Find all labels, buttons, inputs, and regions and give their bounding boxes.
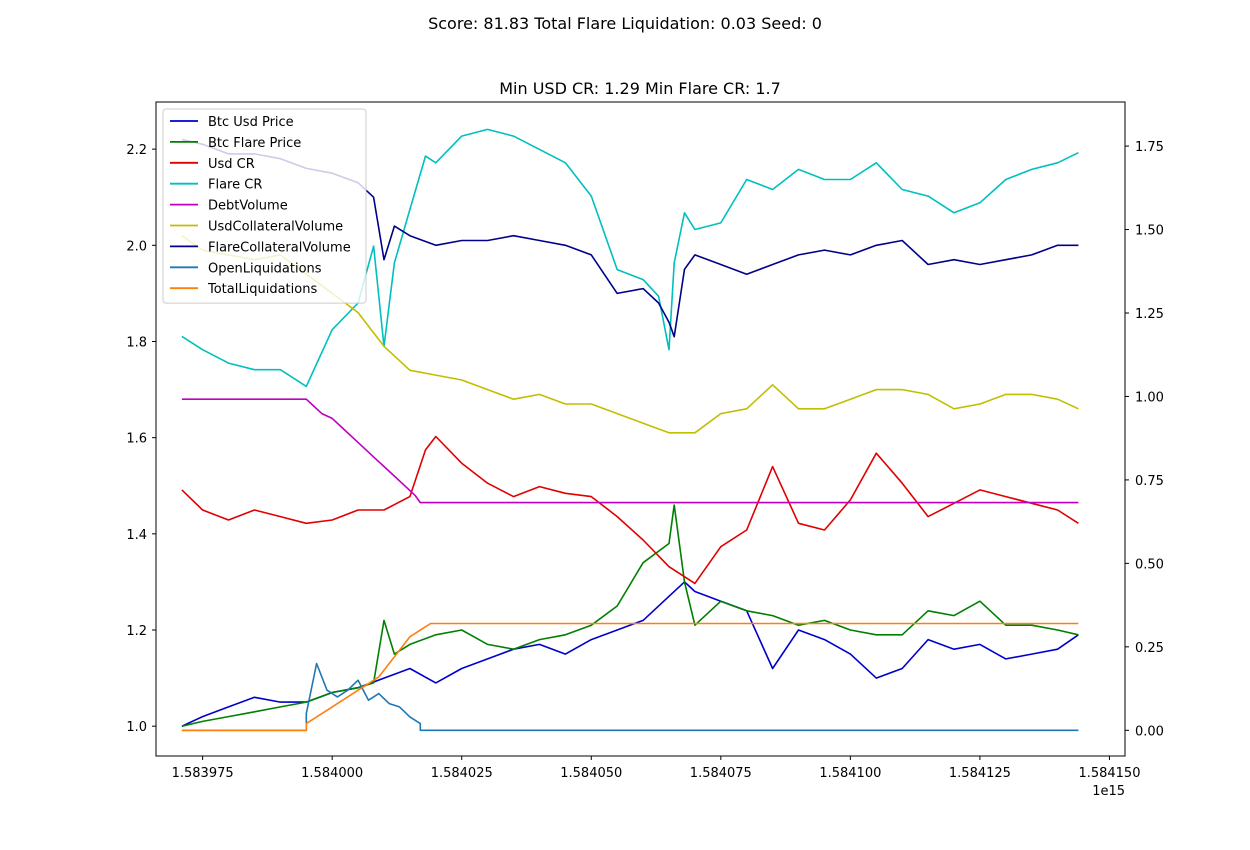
x-tick-label: 1.584000 bbox=[301, 766, 363, 781]
y-left-tick-label: 2.0 bbox=[126, 239, 147, 254]
legend-label: UsdCollateralVolume bbox=[208, 220, 343, 235]
x-axis-offset-label: 1e15 bbox=[1092, 784, 1125, 799]
y-axis-right: 0.00 0.25 0.50 0.75 1.00 1.25 1.50 1.75 bbox=[1125, 140, 1164, 739]
legend-label: TotalLiquidations bbox=[207, 282, 317, 297]
x-tick-label: 1.584125 bbox=[949, 766, 1011, 781]
series-line-openliquidations bbox=[181, 662, 1079, 732]
x-tick-label: 1.584025 bbox=[431, 766, 493, 781]
legend-label: OpenLiquidations bbox=[208, 261, 322, 276]
y-right-tick-label: 1.25 bbox=[1135, 307, 1164, 322]
y-left-tick-label: 2.2 bbox=[126, 143, 147, 158]
legend-frame bbox=[162, 108, 367, 304]
x-tick-label: 1.584100 bbox=[819, 766, 881, 781]
y-left-tick-label: 1.2 bbox=[126, 624, 147, 639]
y-right-tick-label: 1.50 bbox=[1135, 224, 1164, 239]
y-right-tick-label: 1.75 bbox=[1135, 140, 1164, 155]
y-left-tick-label: 1.8 bbox=[126, 335, 147, 350]
series-line-totalliquidations bbox=[181, 622, 1079, 732]
x-axis: 1.583975 1.584000 1.584025 1.584050 1.584075… bbox=[172, 756, 1140, 781]
x-tick-label: 1.583975 bbox=[172, 766, 234, 781]
series-line-debtvolume bbox=[181, 398, 1079, 504]
y-right-tick-label: 0.75 bbox=[1135, 474, 1164, 489]
legend-label: DebtVolume bbox=[208, 199, 288, 214]
chart-title: Min USD CR: 1.29 Min Flare CR: 1.7 bbox=[499, 79, 781, 98]
series-line-btc-flare-price bbox=[181, 504, 1079, 727]
y-right-tick-label: 0.25 bbox=[1135, 641, 1164, 656]
legend-label: Flare CR bbox=[208, 178, 262, 193]
x-tick-label: 1.584075 bbox=[690, 766, 752, 781]
legend-label: Usd CR bbox=[208, 157, 255, 172]
y-right-tick-label: 0.00 bbox=[1135, 724, 1164, 739]
legend-label: Btc Flare Price bbox=[208, 136, 301, 151]
x-tick-label: 1.584150 bbox=[1078, 766, 1140, 781]
y-left-tick-label: 1.4 bbox=[126, 528, 147, 543]
y-axis-left: 1.0 1.2 1.4 1.6 1.8 2.0 2.2 bbox=[126, 143, 156, 735]
y-right-tick-label: 0.50 bbox=[1135, 557, 1164, 572]
plot-frame bbox=[155, 101, 1126, 757]
series-line-flare-cr bbox=[181, 128, 1079, 388]
legend-label: Btc Usd Price bbox=[208, 115, 294, 130]
y-left-tick-label: 1.6 bbox=[126, 432, 147, 447]
chart-legend: Btc Usd Price Btc Flare Price Usd CR Flare … bbox=[162, 108, 367, 304]
series-line-btc-usd-price bbox=[181, 581, 1079, 727]
x-tick-label: 1.584050 bbox=[560, 766, 622, 781]
y-right-tick-label: 1.00 bbox=[1135, 390, 1164, 405]
figure-suptitle: Score: 81.83 Total Flare Liquidation: 0.… bbox=[428, 14, 822, 33]
legend-label: FlareCollateralVolume bbox=[208, 240, 351, 255]
series-line-usd-cr bbox=[181, 435, 1079, 585]
y-left-tick-label: 1.0 bbox=[126, 720, 147, 735]
plot-series-group bbox=[181, 128, 1079, 732]
